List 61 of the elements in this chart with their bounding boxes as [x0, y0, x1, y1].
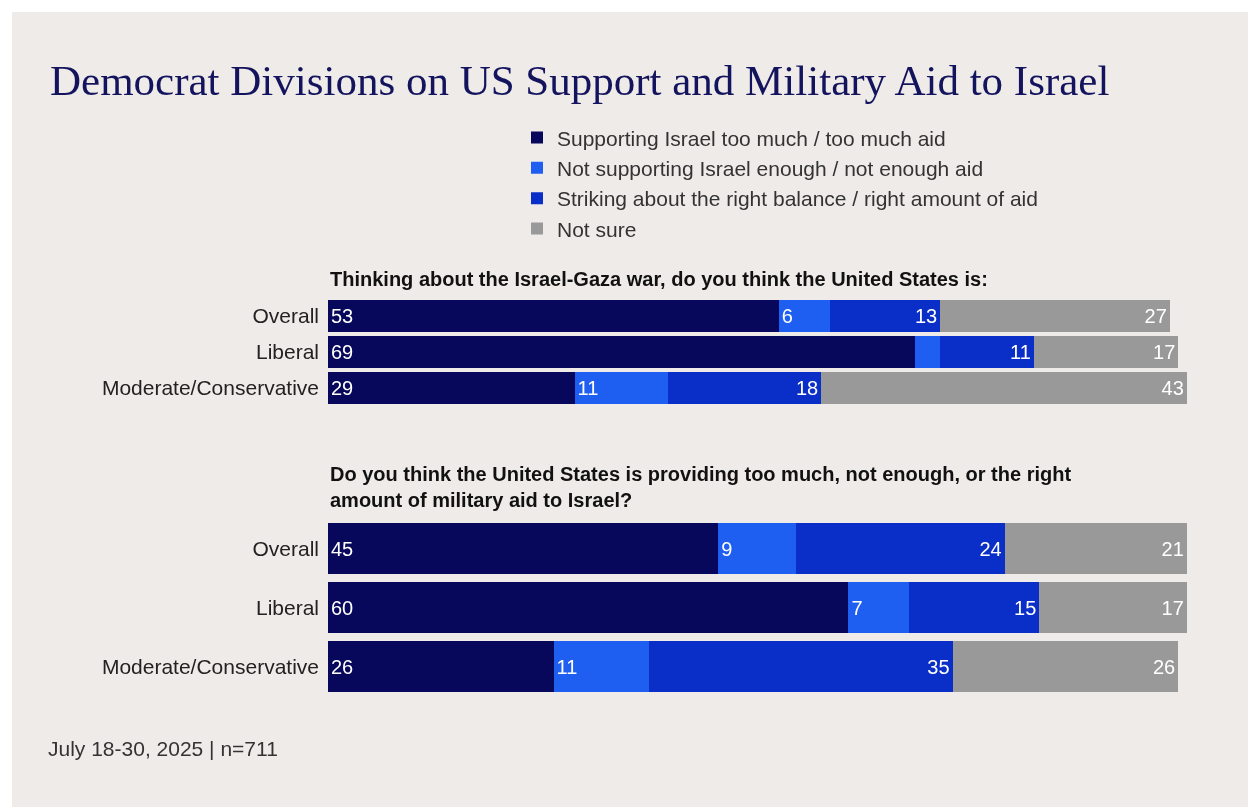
data-label: 35 — [927, 655, 950, 678]
bar — [718, 522, 797, 575]
bar — [821, 372, 1187, 404]
bar — [553, 640, 649, 693]
data-label: 11 — [556, 655, 578, 678]
data-label: 21 — [1161, 537, 1184, 560]
chart-subtitle: Do you think the United States is providing too much, not enough, or the right amount of military aid to Israel? — [330, 463, 1072, 511]
chart-title: Democrat Divisions on US Support and Military Aid to Israel — [50, 56, 1110, 105]
data-label: 7 — [851, 596, 863, 619]
bar — [829, 300, 941, 332]
legend-label: Not sure — [557, 217, 637, 241]
bar — [328, 300, 779, 332]
legend-label: Not supporting Israel enough / not enough aid — [557, 157, 984, 181]
bar — [648, 640, 953, 693]
data-label: 17 — [1153, 341, 1176, 363]
data-label: 26 — [331, 655, 354, 678]
data-label: 11 — [1009, 341, 1031, 363]
text: July 18-30, 2025 | n=711 — [48, 737, 278, 761]
legend-label: Supporting Israel too much / too much aid — [557, 126, 946, 150]
data-label: 11 — [577, 377, 599, 399]
data-label: 17 — [1161, 596, 1184, 619]
bar — [914, 336, 941, 368]
bar — [1039, 581, 1187, 634]
bar — [940, 300, 1170, 332]
bar — [1033, 336, 1179, 368]
y-tick-label: Overall — [252, 304, 319, 328]
bar — [328, 372, 575, 404]
bar — [328, 581, 849, 634]
bar — [328, 522, 719, 575]
bar — [940, 336, 1034, 368]
bar — [796, 522, 1005, 575]
data-label: 24 — [979, 537, 1002, 560]
bar — [574, 372, 669, 404]
data-label: 69 — [331, 341, 354, 363]
data-label: 13 — [914, 305, 938, 327]
data-label: 9 — [721, 537, 733, 560]
bar — [328, 336, 915, 368]
bar — [328, 640, 554, 693]
bar — [909, 581, 1040, 634]
y-tick-label: Moderate/Conservative — [101, 376, 319, 400]
y-tick-label: Moderate/Conservative — [101, 654, 319, 678]
data-label: 29 — [331, 377, 354, 399]
legend-label: Striking about the right balance / right amount of aid — [557, 187, 1038, 211]
data-label: 60 — [331, 596, 354, 619]
bar — [952, 640, 1179, 693]
data-label: 26 — [1152, 655, 1176, 678]
data-label: 45 — [331, 537, 354, 560]
bar — [848, 581, 910, 634]
y-tick-label: Overall — [252, 536, 319, 560]
data-label: 15 — [1014, 596, 1037, 619]
data-label: 18 — [795, 377, 819, 399]
data-label: 53 — [331, 305, 354, 327]
y-tick-label: Liberal — [255, 340, 319, 364]
data-label: 6 — [781, 305, 793, 327]
bar — [778, 300, 830, 332]
y-tick-label: Liberal — [255, 595, 319, 619]
data-label: 27 — [1144, 305, 1167, 327]
bar — [1004, 522, 1187, 575]
data-label: 43 — [1161, 377, 1184, 399]
chart-subtitle: Thinking about the Israel-Gaza war, do you think the United States is: — [330, 268, 988, 290]
bar — [668, 372, 822, 404]
